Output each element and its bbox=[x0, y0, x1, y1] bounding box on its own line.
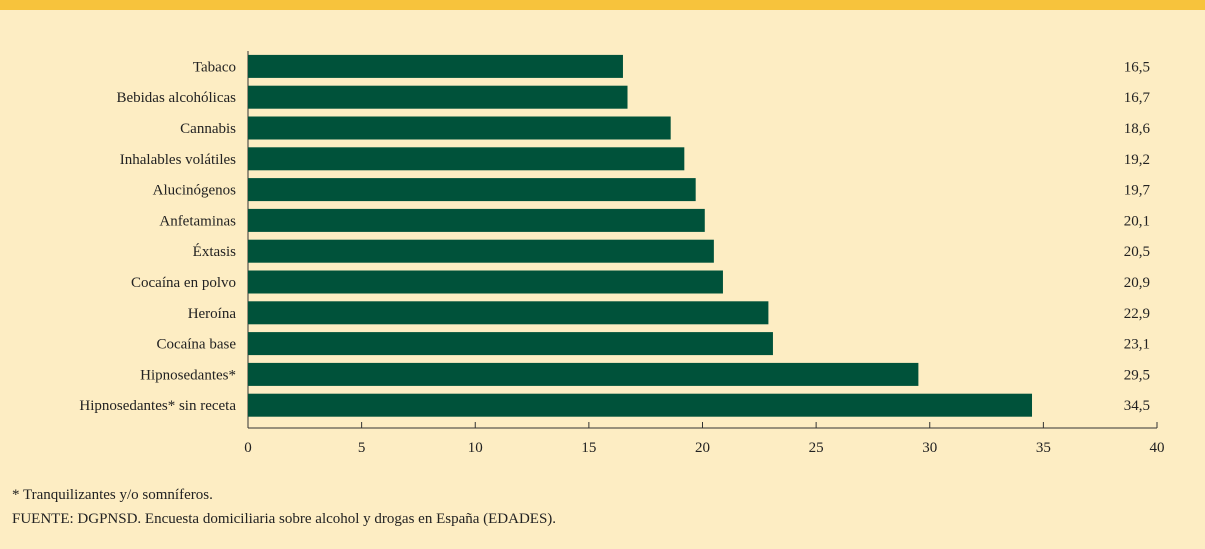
category-label: Cannabis bbox=[180, 121, 236, 137]
bar bbox=[248, 362, 919, 386]
value-label: 19,2 bbox=[1124, 152, 1150, 168]
x-tick-label: 5 bbox=[358, 440, 366, 456]
value-label: 20,1 bbox=[1124, 213, 1150, 229]
bar bbox=[248, 85, 628, 109]
value-label: 19,7 bbox=[1124, 183, 1151, 199]
bar bbox=[248, 178, 696, 202]
value-label: 29,5 bbox=[1124, 367, 1150, 383]
x-tick-label: 20 bbox=[695, 440, 710, 456]
bar bbox=[248, 270, 723, 294]
x-tick-label: 35 bbox=[1036, 440, 1051, 456]
x-tick-label: 15 bbox=[581, 440, 596, 456]
category-label: Cocaína en polvo bbox=[131, 275, 236, 291]
bar-chart: 0 5 10 15 20 25 30 35 40 Tabaco 16,5 Bebidas alcohó… bbox=[79, 51, 1165, 456]
category-label: Heroína bbox=[188, 306, 237, 322]
category-label: Éxtasis bbox=[193, 243, 236, 260]
value-label: 34,5 bbox=[1124, 398, 1150, 414]
category-label: Alucinógenos bbox=[153, 183, 236, 199]
x-tick-label: 30 bbox=[922, 440, 937, 456]
category-label: Inhalables volátiles bbox=[120, 152, 236, 168]
footnote: * Tranquilizantes y/o somníferos. bbox=[12, 487, 213, 503]
category-label: Anfetaminas bbox=[159, 213, 236, 229]
value-label: 16,5 bbox=[1124, 59, 1150, 75]
bar bbox=[248, 332, 773, 356]
value-label: 20,9 bbox=[1124, 275, 1150, 291]
x-tick-label: 0 bbox=[244, 440, 252, 456]
category-label: Hipnosedantes* bbox=[140, 367, 236, 383]
value-label: 20,5 bbox=[1124, 244, 1150, 260]
x-tick-label: 25 bbox=[809, 440, 824, 456]
bar bbox=[248, 301, 769, 325]
value-label: 18,6 bbox=[1124, 121, 1151, 137]
category-label: Cocaína base bbox=[156, 337, 236, 353]
category-label: Bebidas alcohólicas bbox=[116, 90, 236, 106]
value-label: 22,9 bbox=[1124, 306, 1150, 322]
category-label: Hipnosedantes* sin receta bbox=[79, 398, 236, 414]
bar bbox=[248, 393, 1033, 417]
top-accent-bar bbox=[0, 0, 1205, 10]
source-note: FUENTE: DGPNSD. Encuesta domiciliaria so… bbox=[12, 511, 557, 527]
bar bbox=[248, 54, 623, 78]
value-label: 16,7 bbox=[1124, 90, 1151, 106]
x-tick-label: 10 bbox=[468, 440, 483, 456]
bar bbox=[248, 208, 705, 232]
x-tick-label: 40 bbox=[1150, 440, 1165, 456]
bar bbox=[248, 239, 714, 263]
category-label: Tabaco bbox=[193, 59, 236, 75]
value-label: 23,1 bbox=[1124, 337, 1150, 353]
bar bbox=[248, 147, 685, 171]
bar bbox=[248, 116, 671, 140]
